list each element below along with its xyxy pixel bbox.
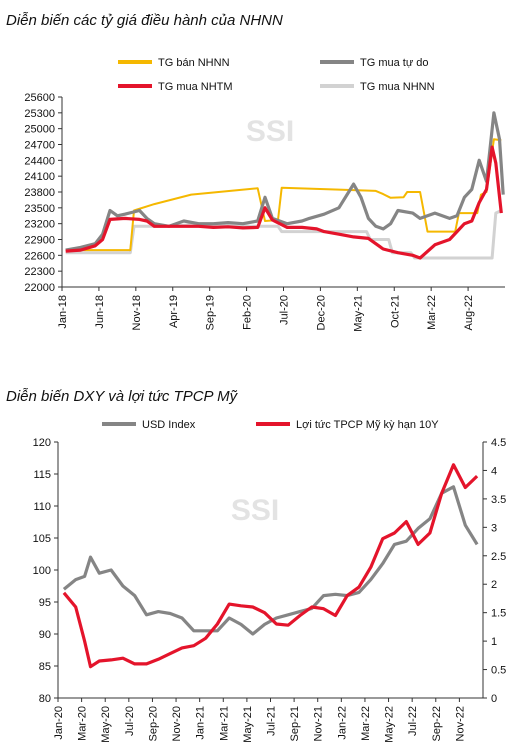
watermark: SSI [246,115,294,148]
y-tick-label: 25000 [24,124,55,136]
legend-label: Lợi tức TPCP Mỹ kỳ hạn 10Y [296,419,439,431]
series-line-usd-index [62,485,479,636]
x-tick-label: Jan-21 [195,706,207,740]
y-right-tick-label: 1 [491,636,497,648]
legend-label: USD Index [142,419,196,431]
series-line-loi-tuc-tpcp-my-ky-han-10y [62,463,479,669]
x-tick-label: Nov-18 [131,295,143,330]
legend-label: TG mua tự do [360,57,429,69]
y-tick-label: 22900 [24,235,55,247]
x-tick-label: May-21 [352,295,364,332]
x-tick-label: Oct-21 [389,295,401,328]
y-left-tick-label: 95 [39,597,51,609]
x-tick-label: Sep-20 [147,706,159,741]
x-tick-label: Apr-19 [168,295,180,328]
x-tick-label: Mar-22 [360,706,372,741]
y-tick-label: 25300 [24,108,55,120]
chart1-title: Diễn biến các tỷ giá điều hành của NHNN [6,12,283,29]
x-tick-label: May-22 [384,706,396,743]
exchange-rate-chart: SSI 22000 22300 22600 22900 23200 23500 23800 24… [24,57,505,332]
legend-label: TG mua NHNN [360,81,435,93]
x-tick-label: Aug-22 [463,295,475,330]
dxy-yield-chart: SSI 80 85 90 95 100 105 110 115 120 0 0.5 1 1.5 2 2.5 3 3… [33,419,507,743]
x-tick-label: Jan-22 [336,706,348,740]
x-tick-label: May-21 [242,706,254,743]
x-tick-label: Jun-18 [94,295,106,329]
y-tick-label: 24700 [24,140,55,152]
y-left-tick-label: 100 [33,565,51,577]
watermark: SSI [231,494,279,527]
y-tick-label: 24100 [24,171,55,183]
y-right-tick-label: 0.5 [491,665,506,677]
x-tick-label: Mar-20 [77,706,89,741]
x-tick-label: Nov-20 [171,706,183,741]
x-tick-label: Sep-19 [205,295,217,330]
y-tick-label: 22600 [24,250,55,262]
y-left-tick-label: 85 [39,661,51,673]
y-tick-label: 22000 [24,282,55,294]
x-tick-label: May-20 [100,706,112,743]
y-right-tick-label: 3.5 [491,494,506,506]
y-right-tick-label: 1.5 [491,608,506,620]
x-tick-label: Jan-18 [57,295,69,329]
chart2-title: Diễn biến DXY và lợi tức TPCP Mỹ [6,388,238,405]
y-left-tick-label: 90 [39,629,51,641]
y-left-tick-label: 120 [33,437,51,449]
y-right-tick-label: 2.5 [491,551,506,563]
x-tick-label: Sep-21 [289,706,301,741]
y-left-tick-label: 80 [39,693,51,705]
series-line-tg-mua-tu-do [65,111,505,252]
y-right-tick-label: 4 [491,465,497,477]
x-tick-label: Mar-22 [426,295,438,330]
x-tick-label: Jul-21 [266,706,278,736]
y-right-tick-label: 0 [491,693,497,705]
y-tick-label: 23200 [24,219,55,231]
y-tick-label: 22300 [24,266,55,278]
x-tick-label: Nov-21 [313,706,325,741]
y-right-tick-label: 2 [491,579,497,591]
x-tick-label: Jul-22 [407,706,419,736]
x-tick-label: Mar-21 [218,706,230,741]
y-left-tick-label: 115 [33,469,51,481]
y-tick-label: 25600 [24,92,55,104]
y-tick-label: 24400 [24,155,55,167]
y-left-tick-label: 110 [33,501,51,513]
x-tick-label: Dec-20 [315,295,327,330]
x-tick-label: Sep-22 [431,706,443,741]
x-tick-label: Jul-20 [124,706,136,736]
x-tick-label: Jan-20 [53,706,65,740]
x-tick-label: Jul-20 [279,295,291,325]
y-right-tick-label: 3 [491,522,497,534]
y-tick-label: 23500 [24,203,55,215]
x-tick-label: Nov-22 [454,706,466,741]
y-right-tick-label: 4.5 [491,437,506,449]
series-line-tg-ban-nhnn [65,138,502,252]
x-tick-label: Feb-20 [242,295,254,330]
y-tick-label: 23800 [24,187,55,199]
legend-label: TG mua NHTM [158,81,233,93]
legend-label: TG bán NHNN [158,57,230,69]
series-line-tg-mua-nhtm [65,145,503,260]
y-left-tick-label: 105 [33,533,51,545]
